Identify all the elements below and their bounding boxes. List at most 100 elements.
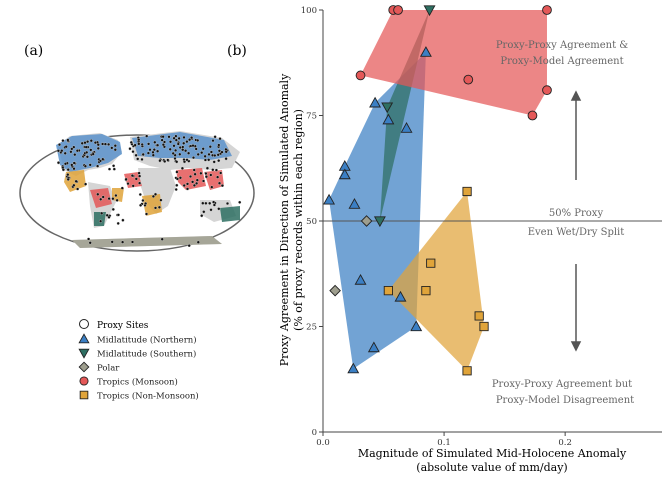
proxy-site-dot	[111, 207, 115, 211]
point-mid_north	[419, 46, 432, 57]
point-mid_north	[394, 290, 407, 302]
proxy-site-dot	[172, 144, 176, 148]
proxy-site-dot	[211, 139, 215, 143]
proxy-site-dot	[194, 147, 198, 151]
proxy-site-dot	[110, 146, 114, 150]
proxy-site-dot	[217, 159, 221, 163]
proxy-site-dot	[175, 177, 179, 181]
proxy-site-dot	[120, 186, 124, 190]
proxy-site-dot	[156, 149, 160, 153]
region-aus-south	[220, 206, 240, 222]
proxy-site-dot	[134, 177, 138, 181]
legend-marker	[79, 390, 89, 400]
proxy-site-dot	[188, 138, 192, 142]
proxy-site-dot	[181, 145, 185, 149]
proxy-site-dot	[158, 159, 162, 163]
point-trop_monsoon	[355, 70, 366, 81]
proxy-site-dot	[172, 136, 176, 140]
proxy-site-dot	[191, 156, 196, 160]
proxy-site-dot	[162, 140, 167, 144]
proxy-site-dot	[91, 152, 95, 156]
proxy-site-dot	[209, 173, 213, 177]
proxy-site-dot	[124, 177, 128, 181]
arrows	[570, 90, 582, 352]
point-trop_nonmonsoon	[421, 286, 431, 296]
proxy-site-dot	[121, 240, 125, 244]
proxy-site-dot	[80, 141, 84, 145]
proxy-site-dot	[129, 140, 133, 144]
proxy-site-dot	[174, 148, 178, 152]
proxy-site-dot	[201, 201, 205, 205]
proxy-site-dot	[56, 161, 61, 165]
proxy-site-dot	[175, 183, 179, 187]
proxy-site-dot	[60, 149, 64, 153]
proxy-site-dot	[192, 183, 196, 187]
proxy-site-dot	[182, 141, 186, 145]
proxy-site-dot	[175, 170, 179, 174]
proxy-site-dot	[101, 195, 105, 199]
proxy-site-dot	[214, 168, 218, 172]
proxy-site-dot	[121, 218, 125, 222]
point-trop_nonmonsoon	[462, 366, 472, 376]
point-mid_north	[338, 168, 351, 180]
proxy-site-dot	[217, 207, 221, 211]
proxy-site-dot	[72, 161, 76, 165]
proxy-site-dot	[96, 143, 100, 147]
point-polar	[329, 284, 341, 297]
y-tick-label: 50	[306, 217, 317, 227]
legend-marker	[78, 348, 90, 359]
proxy-site-dot	[85, 150, 89, 154]
proxy-site-dot	[213, 153, 217, 158]
proxy-site-dot	[196, 240, 200, 244]
point-mid_north	[354, 273, 367, 285]
proxy-site-dot	[178, 176, 182, 180]
proxy-site-dot	[140, 142, 144, 147]
y-axis-title-line2: (% of proxy records within each region)	[292, 109, 305, 331]
proxy-site-dot	[153, 140, 157, 144]
proxy-site-dot	[63, 151, 67, 155]
y-tick-label: 100	[301, 6, 317, 16]
proxy-site-dot	[99, 219, 103, 223]
hull-trop_nonmonsoon	[388, 191, 485, 371]
proxy-site-dot	[156, 143, 160, 147]
proxy-site-dot	[207, 152, 211, 156]
proxy-site-dot	[72, 183, 76, 187]
proxy-site-dot	[73, 153, 77, 157]
proxy-site-dot	[212, 203, 216, 207]
proxy-site-dot	[138, 174, 142, 178]
proxy-site-dot	[138, 192, 142, 197]
proxy-site-dot	[140, 157, 144, 161]
proxy-site-dot	[203, 154, 207, 158]
proxy-site-dot	[131, 184, 135, 188]
point-mid_north	[347, 362, 360, 374]
proxy-site-dot	[163, 159, 167, 163]
region-ea-monsoon	[204, 170, 224, 190]
proxy-site-dot	[137, 138, 141, 142]
point-mid_north	[382, 113, 395, 125]
proxy-site-dot	[185, 140, 189, 144]
proxy-site-dot	[205, 166, 209, 170]
proxy-site-dot	[173, 153, 177, 157]
proxy-site-dot	[157, 205, 161, 209]
proxy-site-dot	[203, 158, 207, 162]
proxy-site-dot	[224, 150, 228, 154]
point-mid_north	[369, 96, 382, 108]
proxy-site-dot	[204, 201, 208, 205]
proxy-site-dot	[207, 158, 211, 162]
region-africa-south	[142, 194, 162, 216]
annot-top-line2: Proxy-Model Agreement	[500, 56, 623, 67]
axes: 0 25 50 75 100 0.0 0.1 0.2	[301, 6, 662, 448]
proxy-site-dot	[219, 171, 223, 175]
proxy-site-dot	[185, 182, 190, 186]
proxy-site-dot	[134, 153, 138, 157]
legend-marker	[78, 333, 90, 344]
proxy-site-dot	[131, 150, 135, 154]
proxy-site-dot	[217, 181, 222, 185]
proxy-site-dot	[185, 158, 189, 162]
point-trop_nonmonsoon	[479, 321, 489, 332]
proxy-site-dot	[141, 198, 145, 203]
proxy-site-dot	[128, 147, 132, 151]
annot-mid-line1: 50% Proxy	[549, 208, 604, 219]
proxy-site-dot	[193, 172, 197, 176]
proxy-site-dot	[168, 140, 173, 144]
